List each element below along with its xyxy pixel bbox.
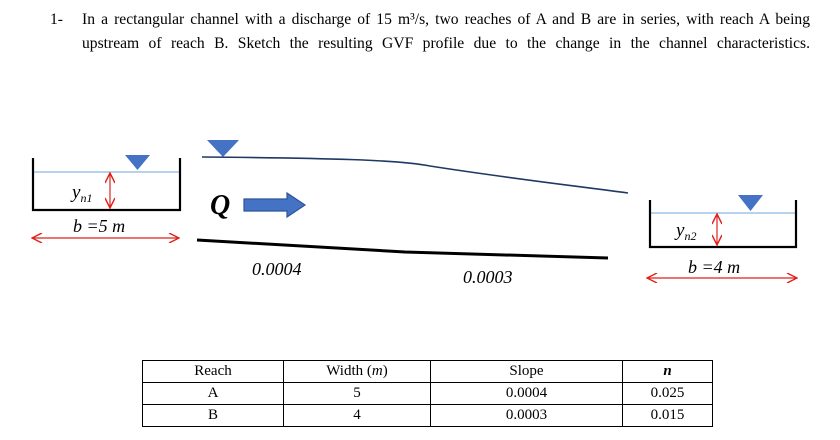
discharge-label: Q	[210, 190, 230, 221]
water-surface-profile	[201, 156, 629, 194]
channel-figure: yn1 b =5 m Q 0.0004 0.0003 yn2 b =4 m	[0, 140, 840, 287]
cross-section-a: yn1 b =5 m	[31, 155, 182, 238]
cell-width: 5	[283, 382, 431, 405]
channel-section-a	[31, 158, 182, 212]
longitudinal-profile: Q 0.0004 0.0003	[196, 140, 629, 287]
table-row: B 4 0.0003 0.015	[142, 404, 713, 427]
b2-label: b =4 m	[688, 257, 740, 277]
cell-width: 4	[283, 404, 431, 427]
yn2-label: yn2	[674, 220, 696, 243]
water-level-triangle-icon	[125, 155, 150, 170]
b1-label: b =5 m	[73, 216, 125, 236]
slope-a-label: 0.0004	[252, 259, 302, 279]
reach-parameters-table: Reach Width (m) Slope n A 5 0.0004 0.025…	[142, 360, 713, 427]
header-reach: Reach	[142, 360, 284, 383]
cell-n: 0.025	[622, 382, 713, 405]
header-slope: Slope	[430, 360, 623, 383]
cell-slope: 0.0004	[430, 382, 623, 405]
water-level-triangle-icon	[207, 140, 239, 157]
header-n: n	[622, 360, 713, 383]
cell-n: 0.015	[622, 404, 713, 427]
header-width: Width (m)	[283, 360, 431, 383]
flow-direction-arrow-icon	[243, 191, 307, 219]
cell-reach: B	[142, 404, 284, 427]
table-row: A 5 0.0004 0.025	[142, 382, 713, 405]
water-level-triangle-icon	[738, 195, 763, 211]
yn1-label: yn1	[70, 182, 92, 205]
cell-slope: 0.0003	[430, 404, 623, 427]
channel-section-b	[648, 200, 798, 249]
problem-text: In a rectangular channel with a discharg…	[82, 11, 810, 52]
table-header-row: Reach Width (m) Slope n	[142, 360, 713, 383]
cell-reach: A	[142, 382, 284, 405]
channel-bed	[196, 238, 609, 260]
problem-statement: 1- In a rectangular channel with a disch…	[50, 8, 810, 80]
slope-b-label: 0.0003	[463, 267, 513, 287]
problem-number: 1-	[50, 11, 63, 28]
cross-section-b: yn2 b =4 m	[648, 195, 796, 278]
